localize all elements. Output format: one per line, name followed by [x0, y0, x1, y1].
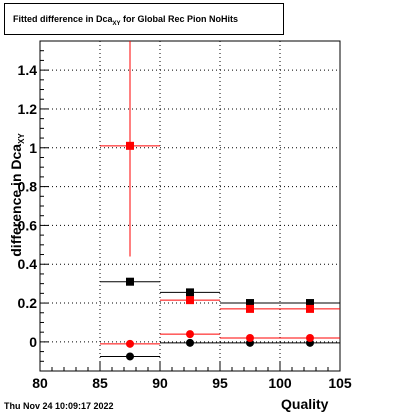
y-tick-label: 0	[29, 334, 37, 350]
x-tick-label: 85	[92, 375, 108, 391]
x-tick-label: 95	[212, 375, 228, 391]
data-point-square	[186, 296, 194, 305]
y-tick-label: 1.2	[18, 101, 38, 117]
axes-layer: 80 85 90 95 100 105 0 0.2 0.4 0.6 0.8 1 1.2 1.4	[18, 40, 352, 391]
data-point-square	[306, 304, 314, 313]
data-point-circle	[186, 330, 194, 339]
chart-title-box: Fitted difference in DcaXY for Global Re…	[4, 3, 284, 35]
data-point-square	[126, 277, 134, 286]
plot-frame	[39, 40, 341, 372]
x-axis-label: Quality	[281, 396, 329, 412]
data-point-circle	[126, 339, 134, 348]
timestamp: Thu Nov 24 10:09:17 2022	[4, 401, 114, 411]
data-point-circle	[246, 334, 254, 342]
data-point-circle	[186, 338, 194, 347]
x-tick-label: 105	[328, 375, 352, 391]
y-tick-label: 1.4	[18, 62, 38, 78]
x-tick-label: 100	[268, 375, 292, 391]
data-point-square	[246, 299, 254, 308]
series-layer	[100, 41, 340, 361]
y-tick-label: 0.6	[18, 217, 38, 233]
y-axis-label: difference in DcaXY	[8, 133, 26, 257]
data-point-square	[186, 288, 194, 297]
chart-title: Fitted difference in DcaXY for Global Re…	[13, 14, 239, 27]
y-tick-label: 0.4	[18, 256, 38, 272]
y-tick-label: 1	[29, 140, 37, 156]
grid-layer	[40, 41, 340, 371]
data-point-square	[246, 304, 254, 313]
data-point-circle	[126, 352, 134, 361]
y-tick-label: 0.2	[18, 295, 38, 311]
x-tick-label: 90	[152, 375, 168, 391]
y-tick-label: 0.8	[18, 179, 38, 195]
data-point-circle	[306, 334, 314, 342]
data-point-square	[306, 299, 314, 308]
data-point-square	[126, 141, 134, 150]
x-tick-label: 80	[32, 375, 48, 391]
